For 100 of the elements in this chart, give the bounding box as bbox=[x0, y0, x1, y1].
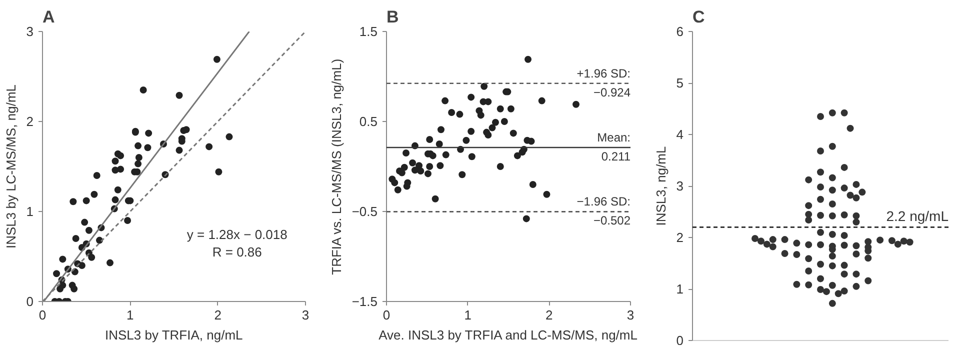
y-tick-label: −0.5 bbox=[352, 204, 378, 219]
y-tick-label: 6 bbox=[676, 24, 684, 39]
point bbox=[817, 112, 824, 120]
point bbox=[840, 288, 848, 295]
point bbox=[840, 164, 848, 171]
x-tick-label: 0 bbox=[38, 308, 46, 322]
y-tick-label: 1 bbox=[26, 204, 34, 219]
annotation: 0.211 bbox=[601, 150, 631, 164]
chart-title: A bbox=[42, 8, 55, 26]
point bbox=[828, 186, 836, 194]
point bbox=[817, 275, 824, 282]
point bbox=[817, 241, 824, 248]
point bbox=[834, 290, 842, 298]
y-axis-title: INSL3 by LC-MS/MS, ng/mL bbox=[3, 84, 18, 248]
point bbox=[864, 254, 872, 262]
y-tick-label: 4 bbox=[676, 127, 684, 142]
point bbox=[817, 184, 824, 191]
ref-line-label: Mean: bbox=[597, 130, 631, 145]
point bbox=[828, 282, 836, 289]
point bbox=[852, 218, 860, 226]
point bbox=[757, 238, 764, 245]
point bbox=[805, 202, 812, 210]
y-tick-label: 0.5 bbox=[359, 114, 378, 129]
point bbox=[894, 240, 902, 248]
point bbox=[852, 270, 860, 278]
point bbox=[817, 168, 824, 176]
point bbox=[793, 280, 800, 288]
point bbox=[805, 267, 812, 274]
point bbox=[828, 300, 836, 307]
annotation: y = 1.28x − 0.018 bbox=[186, 227, 288, 242]
point bbox=[852, 242, 860, 250]
point bbox=[828, 200, 836, 208]
ref-line-label: −1.96 SD: bbox=[576, 194, 630, 209]
y-tick-label: 3 bbox=[676, 178, 684, 194]
point bbox=[828, 109, 836, 116]
y-tick-label: 0 bbox=[26, 294, 34, 309]
y-tick-label: 1 bbox=[676, 282, 684, 296]
point bbox=[828, 262, 836, 270]
point bbox=[852, 180, 860, 188]
y-tick-label: 1.5 bbox=[359, 24, 378, 39]
y-tick-label: 0 bbox=[676, 333, 684, 348]
point bbox=[858, 188, 866, 196]
ref-line-label: 2.2 ng/mL bbox=[886, 208, 949, 224]
point bbox=[817, 260, 824, 268]
point bbox=[817, 286, 824, 294]
point bbox=[852, 194, 860, 202]
point bbox=[846, 124, 854, 132]
point bbox=[793, 251, 800, 258]
y-axis-title: INSL3, ng/mL bbox=[653, 146, 668, 226]
point bbox=[852, 282, 860, 290]
point bbox=[840, 184, 848, 192]
point bbox=[828, 142, 836, 150]
point bbox=[852, 250, 860, 258]
point bbox=[840, 211, 848, 218]
point bbox=[900, 238, 908, 245]
point bbox=[769, 236, 776, 244]
x-tick-label: 2 bbox=[546, 308, 553, 322]
x-tick-label: 0 bbox=[382, 308, 390, 322]
y-tick-label: 2 bbox=[676, 230, 684, 245]
point bbox=[828, 212, 836, 220]
point bbox=[817, 147, 824, 154]
ref-line-label: +1.96 SD: bbox=[576, 66, 630, 80]
point bbox=[769, 243, 776, 250]
point bbox=[752, 235, 759, 242]
x-axis-title: Ave. INSL3 by TRFIA and LC-MS/MS, ng/mL bbox=[378, 328, 638, 342]
point bbox=[864, 277, 872, 284]
point bbox=[805, 176, 812, 184]
point bbox=[846, 192, 854, 199]
x-tick-label: 3 bbox=[626, 308, 634, 322]
point bbox=[888, 237, 896, 244]
point bbox=[840, 232, 848, 239]
point bbox=[828, 174, 836, 182]
point bbox=[805, 255, 812, 262]
chart-title: B bbox=[386, 8, 399, 26]
y-tick-label: 3 bbox=[26, 24, 34, 39]
point bbox=[840, 109, 848, 116]
annotation: −0.502 bbox=[593, 214, 631, 228]
point bbox=[828, 230, 836, 238]
point bbox=[828, 252, 836, 260]
point bbox=[840, 262, 848, 269]
y-tick-label: 2 bbox=[26, 114, 34, 129]
y-axis-title: TRFIA vs. LC-MS/MS (INSL3, ng/mL) bbox=[328, 58, 344, 275]
x-axis-title: INSL3 by TRFIA, ng/mL bbox=[105, 328, 243, 342]
y-tick-label: 5 bbox=[676, 76, 684, 90]
point bbox=[817, 212, 824, 219]
point bbox=[781, 236, 788, 244]
point bbox=[876, 236, 884, 244]
point bbox=[805, 241, 812, 248]
point bbox=[822, 288, 830, 296]
y-tick-label: −1.5 bbox=[352, 294, 378, 309]
x-tick-label: 1 bbox=[464, 308, 472, 322]
point bbox=[805, 216, 812, 224]
x-tick-label: 1 bbox=[126, 308, 134, 322]
point bbox=[852, 212, 860, 220]
point bbox=[805, 281, 812, 288]
x-tick-label: 3 bbox=[302, 308, 310, 322]
point bbox=[840, 242, 848, 249]
point bbox=[864, 238, 872, 246]
chart-title: C bbox=[692, 8, 705, 26]
point bbox=[906, 238, 914, 246]
